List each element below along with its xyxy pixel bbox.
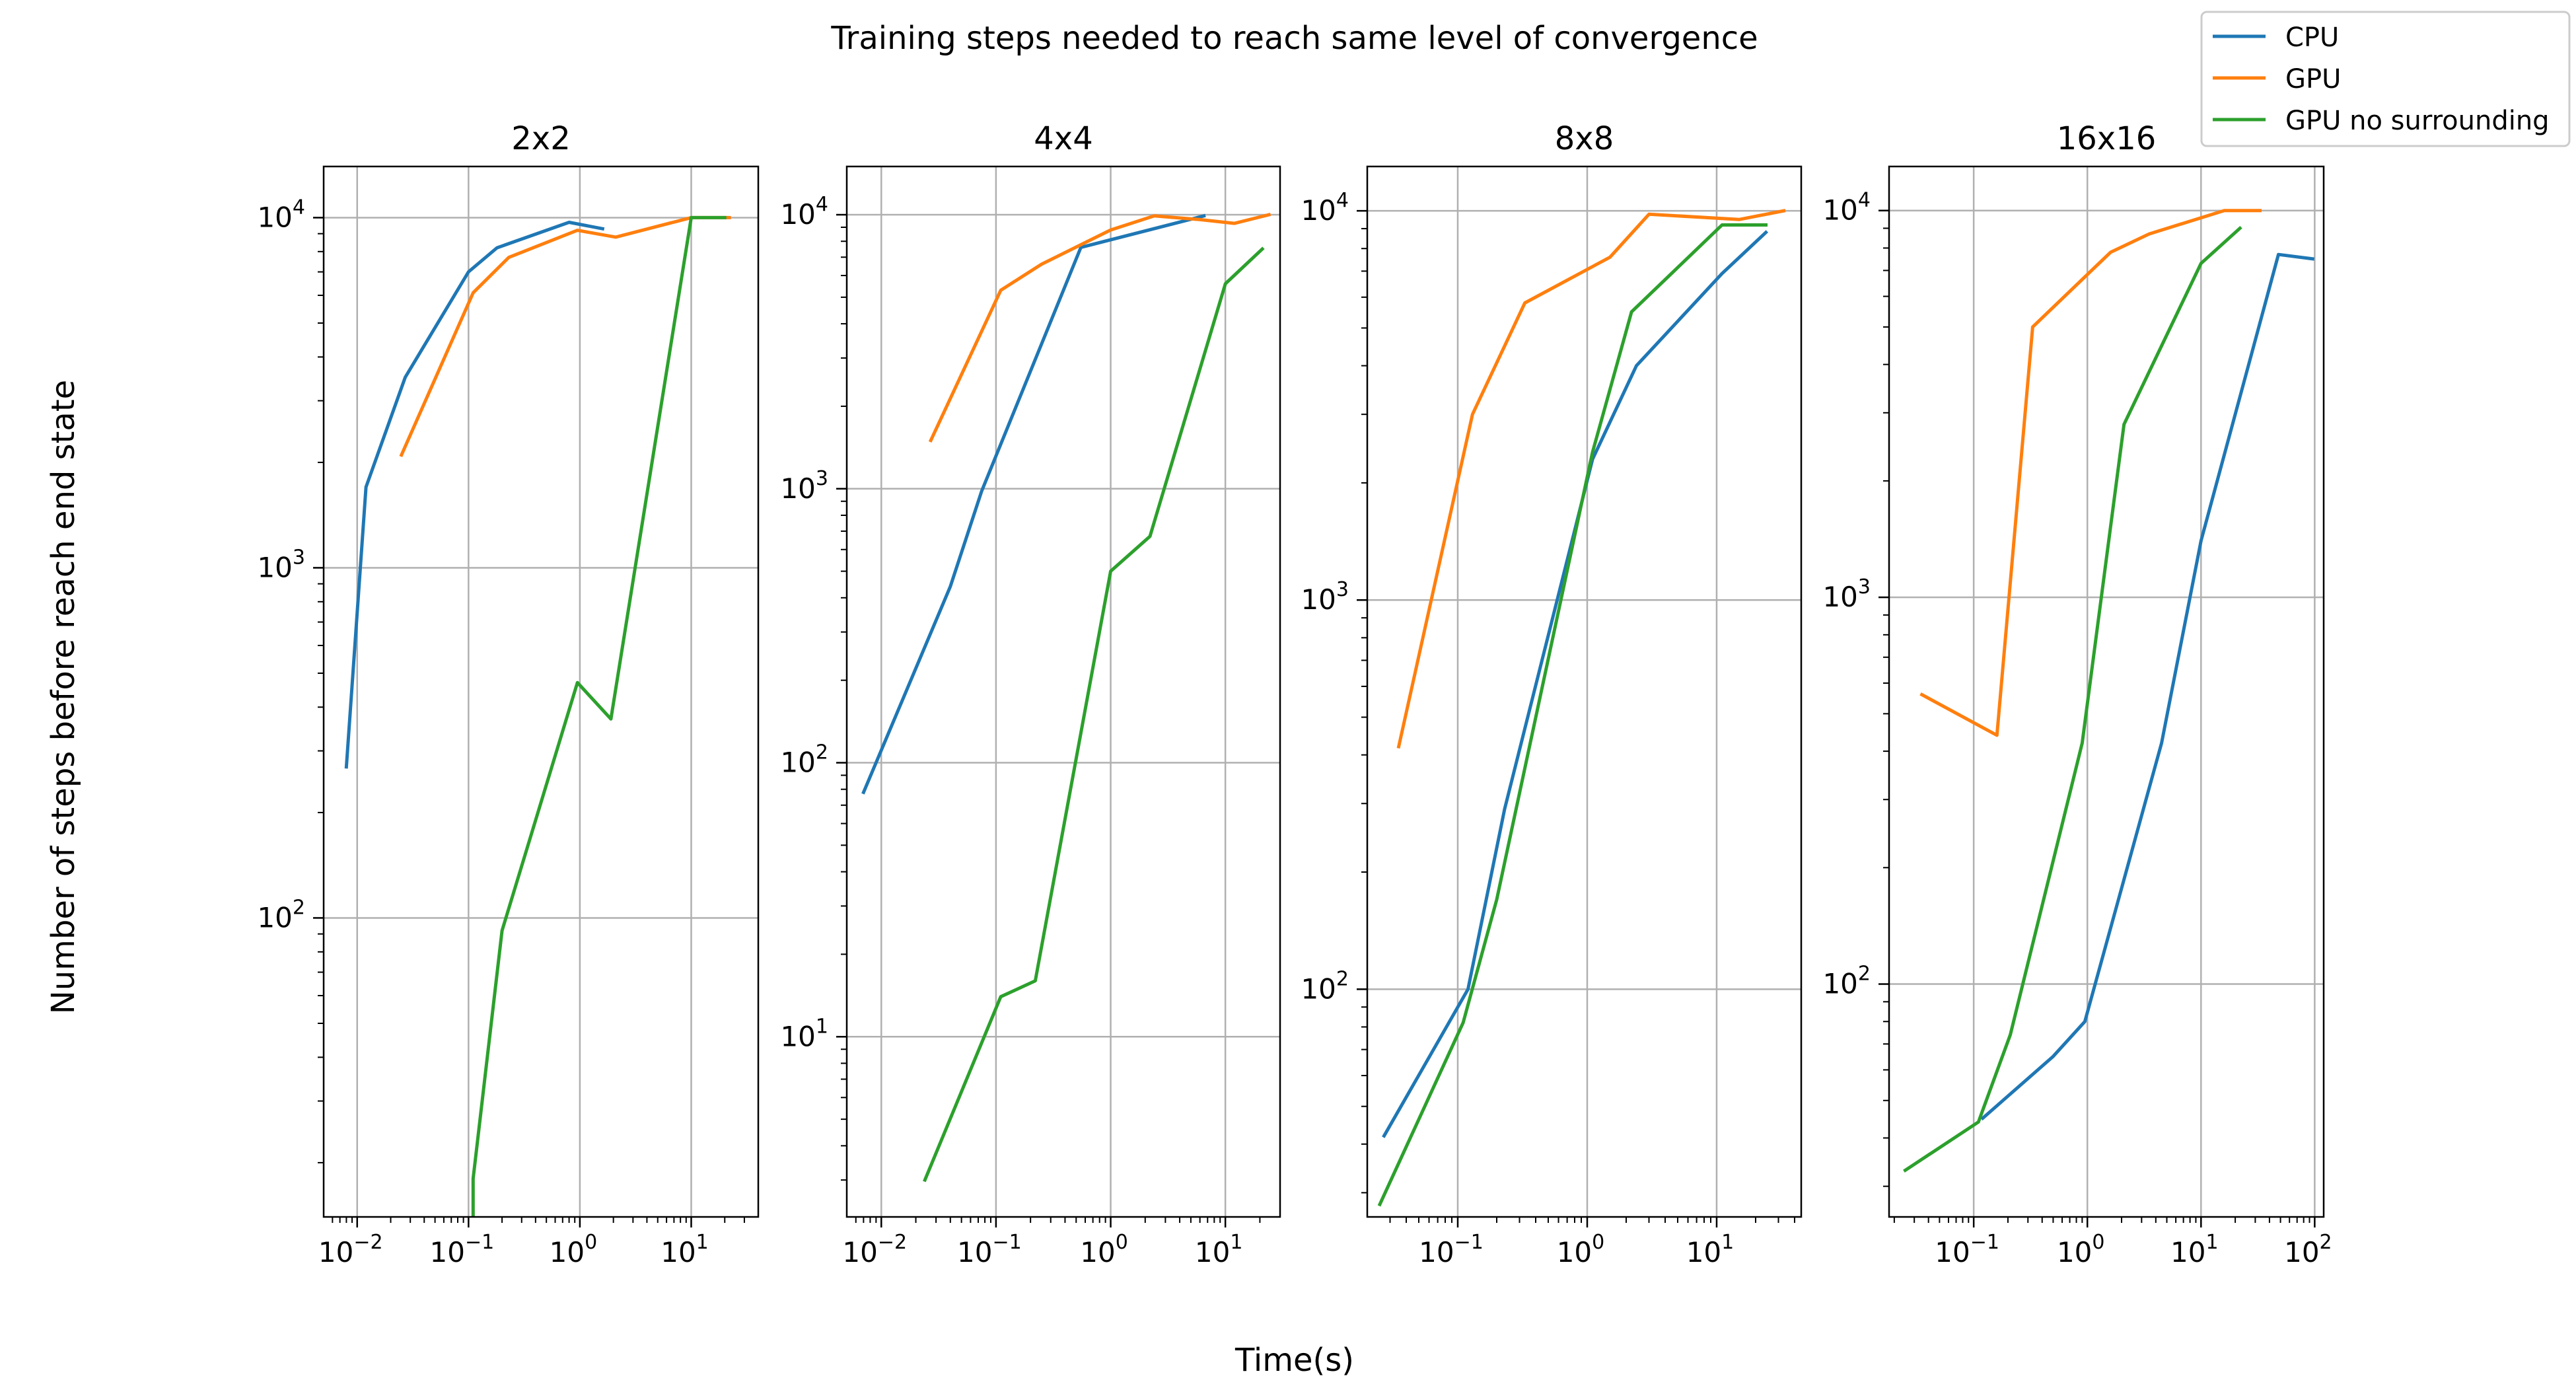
- x-tick-label: 101: [2170, 1231, 2219, 1268]
- legend: CPU GPU GPU no surrounding: [2200, 11, 2571, 147]
- axes-frame: [1888, 165, 2325, 1218]
- series-line-cpu: [1980, 252, 2315, 1121]
- legend-entry-gpu-no-surrounding: GPU no surrounding: [2213, 106, 2550, 136]
- x-tick-label: 100: [1080, 1231, 1128, 1268]
- legend-frame: [2200, 11, 2571, 147]
- x-tick-label: 101: [661, 1231, 709, 1268]
- figure-title: Training steps needed to reach same leve…: [830, 20, 1758, 57]
- y-tick-label: 102: [257, 896, 305, 933]
- legend-label-gpu: GPU: [2285, 64, 2341, 94]
- subplot-title: 4x4: [1034, 120, 1092, 157]
- subplot-4x4: 10−2 10−1 100 101 101 102 103 104 4x4: [780, 120, 1281, 1268]
- subplot-16x16: 10−1 100 101 102 102 103 104 16x16: [1822, 120, 2332, 1268]
- y-tick-label: 102: [1822, 963, 1871, 1000]
- series-line-gpu-no-surrounding: [471, 215, 727, 1217]
- series-group: [1377, 209, 1786, 1207]
- subplot-2x2: 10−2 10−1 100 101 102 103 104 2x2: [257, 120, 760, 1268]
- y-axis-label: Number of steps before reach end state: [45, 380, 82, 1014]
- axes-frame: [322, 165, 760, 1218]
- series-line-cpu: [344, 221, 605, 769]
- subplot-title: 2x2: [511, 120, 570, 157]
- series-group: [1903, 209, 2315, 1173]
- x-tick-label: 101: [1195, 1231, 1243, 1268]
- x-tick-label: 101: [1686, 1231, 1735, 1268]
- y-tick-label: 104: [1301, 189, 1349, 227]
- series-line-gpu-no-surrounding: [1903, 225, 2242, 1173]
- x-tick-label: 10−1: [1419, 1231, 1484, 1268]
- x-tick-label: 102: [2284, 1231, 2332, 1268]
- series-line-gpu: [399, 215, 731, 457]
- y-tick-label: 102: [780, 741, 828, 779]
- x-tick-label: 10−2: [318, 1231, 383, 1268]
- x-axis-label: Time(s): [1234, 1342, 1354, 1379]
- series-line-gpu: [1919, 209, 2262, 737]
- axes-frame: [1366, 165, 1803, 1218]
- legend-label-cpu: CPU: [2285, 22, 2339, 53]
- y-tick-label: 104: [1822, 189, 1871, 227]
- x-tick-label: 10−1: [1935, 1231, 1999, 1268]
- y-tick-label: 103: [1822, 575, 1871, 613]
- axes-frame: [845, 165, 1281, 1218]
- subplot-title: 8x8: [1555, 120, 1614, 157]
- subplot-8x8: 10−1 100 101 102 103 104 8x8: [1301, 120, 1803, 1268]
- series-group: [861, 212, 1271, 1183]
- x-tick-label: 100: [550, 1231, 598, 1268]
- series-line-gpu: [928, 212, 1271, 443]
- series-line-cpu: [1382, 230, 1769, 1138]
- series-group: [344, 215, 731, 1217]
- subplot-title: 16x16: [2057, 120, 2157, 157]
- y-tick-label: 102: [1301, 967, 1349, 1005]
- x-tick-label: 10−1: [429, 1231, 494, 1268]
- series-line-gpu-no-surrounding: [1377, 223, 1768, 1207]
- series-line-gpu: [1396, 209, 1786, 749]
- series-line-cpu: [861, 213, 1206, 795]
- legend-label-gpu-no-surrounding: GPU no surrounding: [2285, 106, 2550, 136]
- x-tick-label: 10−1: [957, 1231, 1022, 1268]
- x-tick-label: 100: [2057, 1231, 2105, 1268]
- y-tick-label: 104: [257, 196, 305, 233]
- subplot-panels: 10−2 10−1 100 101 102 103 104 2x2 10−2 10−1 100 101…: [257, 120, 2332, 1268]
- x-tick-label: 100: [1557, 1231, 1605, 1268]
- y-tick-label: 103: [780, 467, 828, 505]
- series-line-gpu-no-surrounding: [923, 246, 1265, 1183]
- y-tick-label: 103: [257, 546, 305, 583]
- legend-entry-cpu: CPU: [2213, 22, 2339, 53]
- legend-entry-gpu: GPU: [2213, 64, 2341, 94]
- y-tick-label: 101: [780, 1015, 828, 1052]
- x-tick-label: 10−2: [842, 1231, 907, 1268]
- y-tick-label: 104: [780, 193, 828, 231]
- y-tick-label: 103: [1301, 578, 1349, 616]
